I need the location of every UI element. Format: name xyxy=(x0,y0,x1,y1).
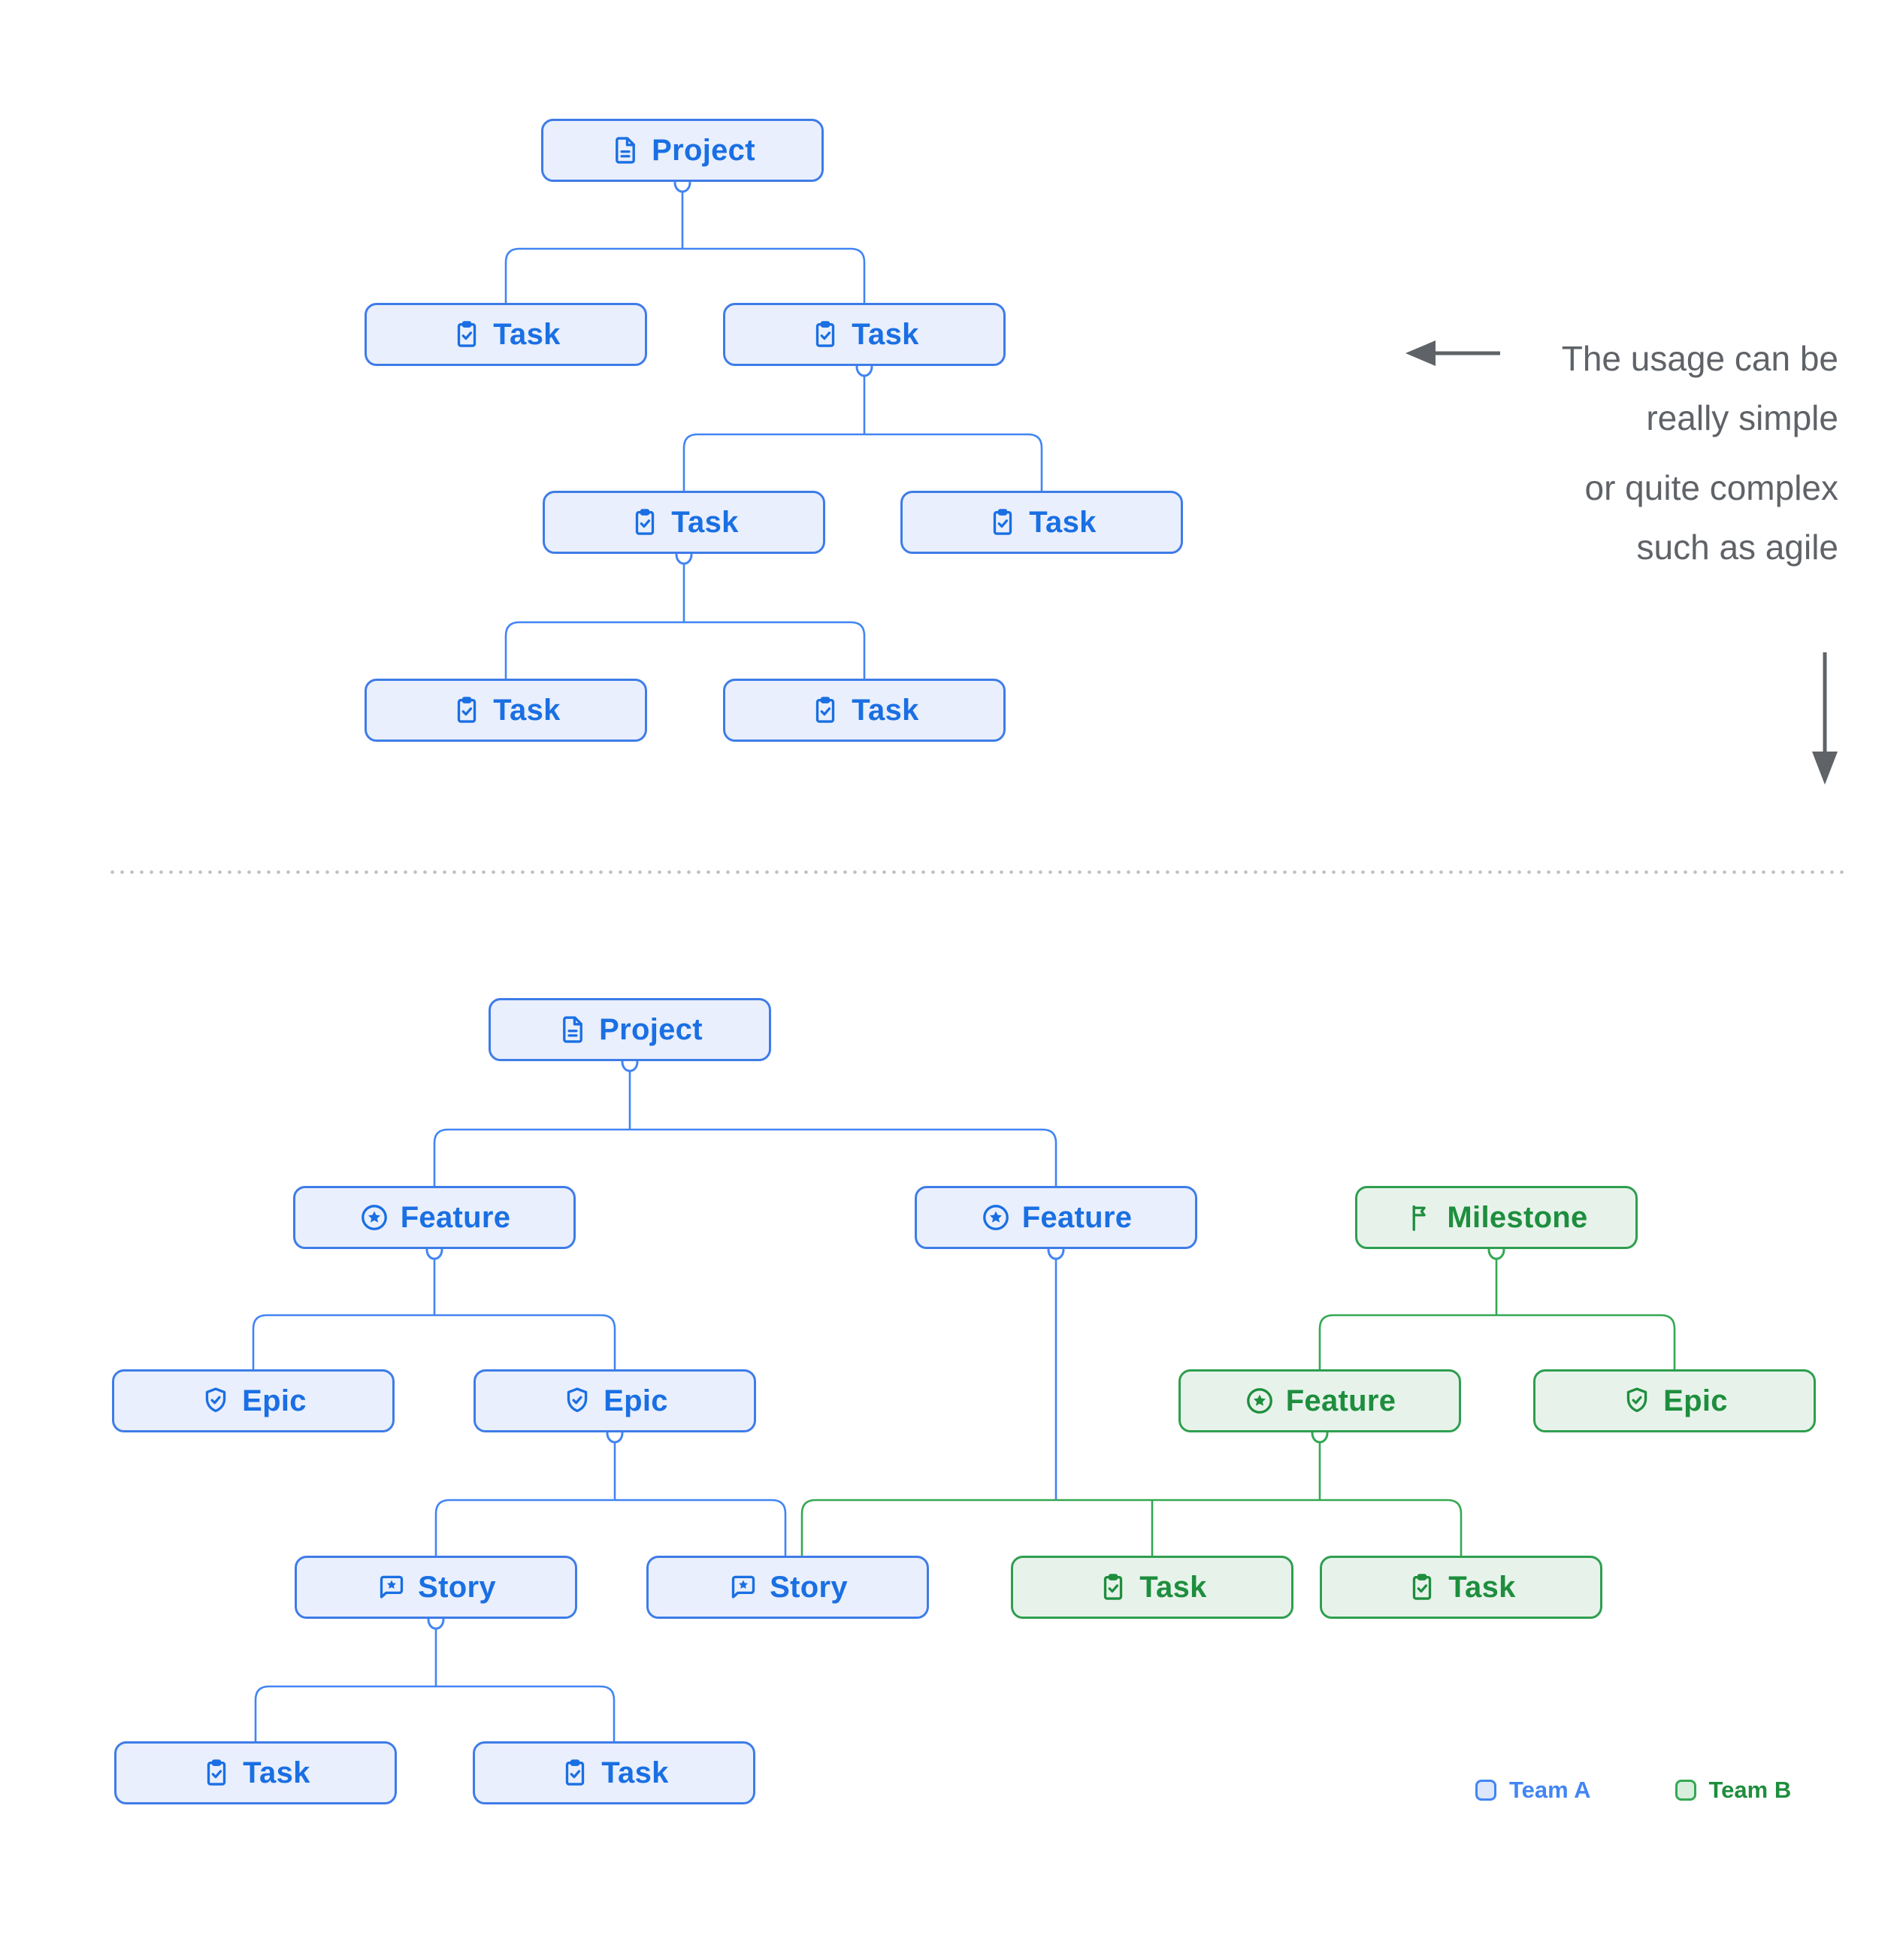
node-label: Task xyxy=(601,1756,669,1789)
node-feature[interactable]: Feature xyxy=(915,1186,1197,1249)
story-bubble-star-icon xyxy=(380,1575,404,1599)
legend-swatch-icon xyxy=(1475,1780,1496,1801)
node-label: Task xyxy=(671,505,739,539)
annotation-complex: or quite complex such as agile xyxy=(1584,468,1839,567)
clipboard-check-icon xyxy=(566,1759,585,1786)
clipboard-check-icon xyxy=(816,697,835,723)
node-feature[interactable]: Feature xyxy=(1178,1369,1461,1432)
clipboard-check-icon xyxy=(1104,1574,1123,1600)
clipboard-check-icon xyxy=(458,321,477,347)
document-icon xyxy=(616,137,636,164)
annotation: The usage can be really simple or quite c… xyxy=(1267,329,1838,588)
legend-label: Team A xyxy=(1509,1777,1591,1803)
story-bubble-star-icon xyxy=(731,1575,755,1599)
node-story[interactable]: Story xyxy=(295,1556,577,1619)
node-task[interactable]: Task xyxy=(900,491,1183,554)
node-project[interactable]: Project xyxy=(489,998,771,1061)
clipboard-check-icon xyxy=(636,509,655,535)
clipboard-check-icon xyxy=(1413,1574,1432,1600)
node-label: Task xyxy=(1448,1570,1516,1604)
node-label: Epic xyxy=(1663,1384,1728,1417)
node-epic[interactable]: Epic xyxy=(1533,1369,1816,1432)
node-label: Project xyxy=(599,1012,703,1046)
arrow-down-icon xyxy=(1812,652,1838,785)
node-label: Story xyxy=(418,1570,496,1604)
legend-swatch-icon xyxy=(1675,1780,1696,1801)
flag-icon xyxy=(1412,1205,1426,1231)
node-label: Task xyxy=(1029,505,1097,539)
node-label: Task xyxy=(1139,1570,1207,1604)
node-label: Story xyxy=(770,1570,848,1604)
node-epic[interactable]: Epic xyxy=(473,1369,756,1432)
node-task[interactable]: Task xyxy=(473,1741,755,1804)
node-label: Feature xyxy=(1285,1384,1396,1417)
arrow-left-icon xyxy=(1405,340,1500,366)
legend-item-team-b: Team B xyxy=(1675,1777,1792,1804)
node-label: Feature xyxy=(1021,1200,1133,1234)
clipboard-check-icon xyxy=(458,697,477,723)
node-task[interactable]: Task xyxy=(365,679,647,742)
node-epic[interactable]: Epic xyxy=(112,1369,395,1432)
clipboard-check-icon xyxy=(207,1759,226,1786)
legend-label: Team B xyxy=(1708,1777,1792,1803)
shield-check-icon xyxy=(1626,1387,1647,1412)
star-circle-icon xyxy=(1246,1388,1272,1414)
node-feature[interactable]: Feature xyxy=(293,1186,576,1249)
star-circle-icon xyxy=(361,1205,387,1230)
document-icon xyxy=(563,1016,583,1043)
shield-check-icon xyxy=(205,1387,226,1412)
node-task[interactable]: Task xyxy=(543,491,825,554)
node-label: Task xyxy=(243,1756,310,1789)
node-label: Epic xyxy=(242,1384,307,1417)
node-story[interactable]: Story xyxy=(646,1556,929,1619)
node-task[interactable]: Task xyxy=(1011,1556,1293,1619)
legend-item-team-a: Team A xyxy=(1475,1777,1591,1804)
node-task[interactable]: Task xyxy=(114,1741,397,1804)
node-label: Task xyxy=(493,693,561,727)
node-task[interactable]: Task xyxy=(723,679,1006,742)
clipboard-check-icon xyxy=(994,509,1012,535)
node-label: Project xyxy=(652,133,755,167)
node-label: Feature xyxy=(400,1200,511,1234)
shield-check-icon xyxy=(567,1387,588,1412)
star-circle-icon xyxy=(982,1205,1009,1230)
node-task[interactable]: Task xyxy=(723,303,1006,366)
node-label: Task xyxy=(852,317,919,351)
legend: Team A Team B xyxy=(1475,1777,1791,1804)
node-task[interactable]: Task xyxy=(365,303,647,366)
node-milestone[interactable]: Milestone xyxy=(1355,1186,1638,1249)
node-task[interactable]: Task xyxy=(1320,1556,1602,1619)
clipboard-check-icon xyxy=(816,321,835,347)
node-label: Milestone xyxy=(1447,1200,1588,1234)
node-label: Task xyxy=(852,693,919,727)
node-project[interactable]: Project xyxy=(541,119,824,182)
annotation-simple: The usage can be really simple xyxy=(1561,339,1838,438)
node-label: Task xyxy=(493,317,561,351)
node-label: Epic xyxy=(604,1384,668,1417)
section-divider xyxy=(107,869,1848,876)
